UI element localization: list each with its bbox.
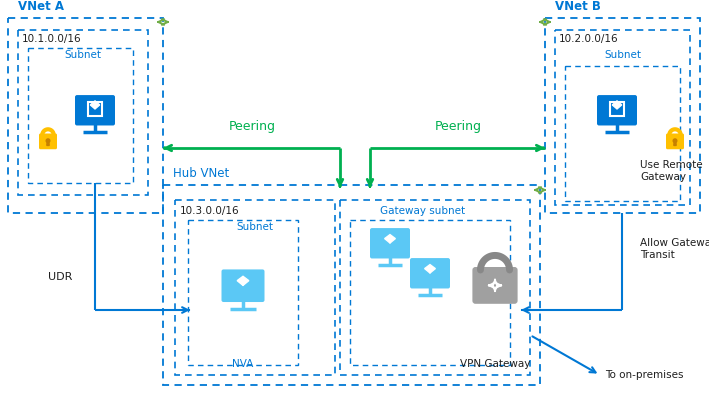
Circle shape [674, 139, 677, 143]
Bar [175, 200, 335, 375]
Text: Subnet: Subnet [237, 222, 274, 232]
Polygon shape [47, 141, 49, 145]
Polygon shape [238, 276, 249, 285]
Text: Peering: Peering [435, 120, 481, 133]
FancyBboxPatch shape [597, 95, 637, 125]
Polygon shape [90, 101, 100, 109]
Text: Hub VNet: Hub VNet [173, 167, 229, 180]
Text: Gateway subnet: Gateway subnet [380, 206, 465, 216]
Bar [545, 18, 700, 213]
Text: 10.1.0.0/16: 10.1.0.0/16 [22, 34, 82, 44]
Text: Subnet: Subnet [65, 50, 101, 60]
FancyBboxPatch shape [472, 267, 518, 304]
Bar [8, 18, 163, 213]
Text: Allow Gateway
Transit: Allow Gateway Transit [640, 239, 709, 260]
FancyBboxPatch shape [410, 258, 450, 289]
Text: NVA: NVA [233, 359, 254, 369]
Bar [18, 30, 148, 195]
Polygon shape [674, 141, 676, 145]
Text: 10.3.0.0/16: 10.3.0.0/16 [180, 206, 240, 216]
Text: 10.2.0.0/16: 10.2.0.0/16 [559, 34, 619, 44]
Bar [188, 220, 298, 365]
FancyBboxPatch shape [666, 133, 684, 149]
FancyBboxPatch shape [89, 102, 101, 116]
Bar [350, 220, 510, 365]
Text: Use Remote
Gateway: Use Remote Gateway [640, 160, 703, 182]
Bar [163, 185, 540, 385]
FancyBboxPatch shape [221, 270, 264, 302]
Text: Peering: Peering [228, 120, 276, 133]
Polygon shape [613, 101, 622, 109]
Circle shape [46, 139, 50, 143]
Text: To on-premises: To on-premises [605, 370, 683, 380]
FancyBboxPatch shape [75, 95, 115, 125]
FancyBboxPatch shape [370, 228, 410, 258]
Bar [340, 200, 530, 375]
Bar [28, 48, 133, 183]
Polygon shape [384, 235, 396, 243]
Text: UDR: UDR [48, 272, 72, 282]
Bar [555, 30, 690, 205]
FancyBboxPatch shape [610, 102, 624, 116]
Bar [565, 66, 680, 201]
FancyBboxPatch shape [39, 133, 57, 149]
Text: VNet B: VNet B [555, 0, 601, 13]
Text: Subnet: Subnet [604, 50, 641, 60]
Polygon shape [425, 264, 435, 273]
Text: VNet A: VNet A [18, 0, 64, 13]
Text: VPN Gateway: VPN Gateway [460, 359, 530, 369]
